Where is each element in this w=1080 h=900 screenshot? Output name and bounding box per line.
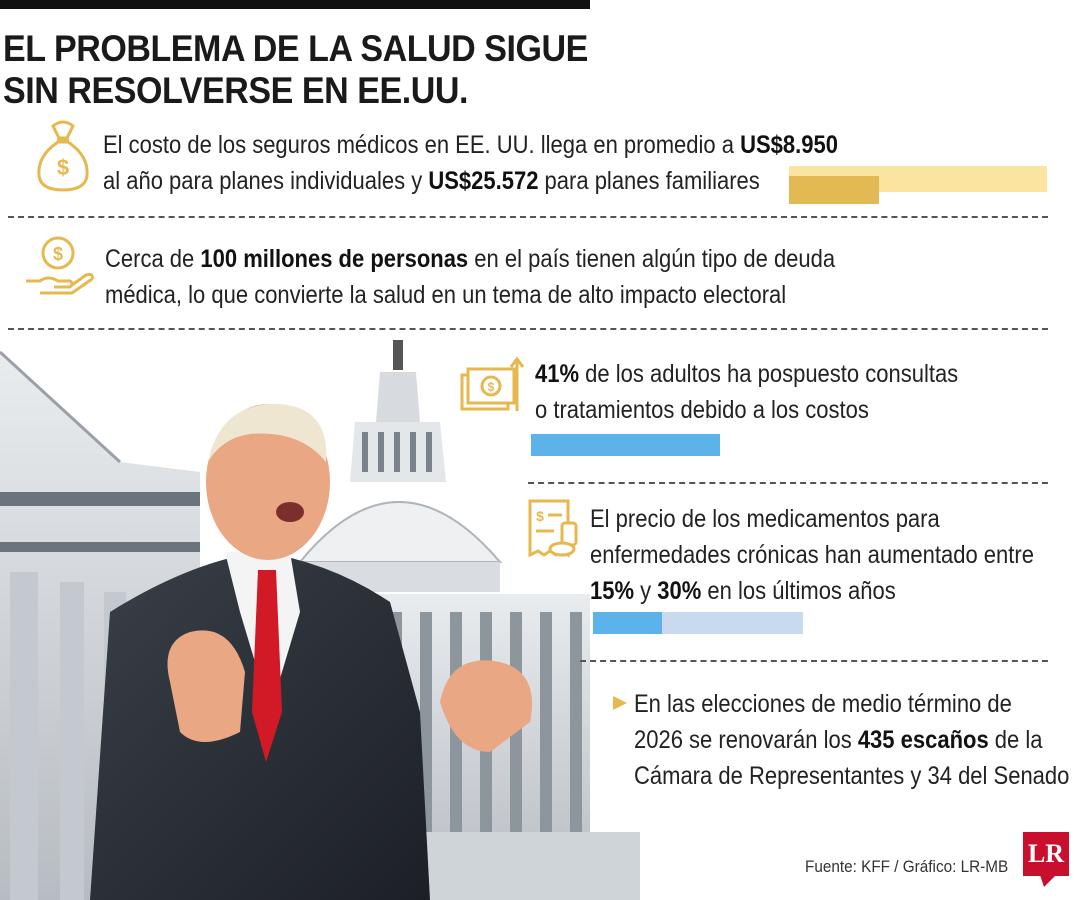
postponed-care-percent: 41% xyxy=(535,360,580,388)
money-bag-icon: $ xyxy=(37,120,89,192)
cash-rising-icon: $ xyxy=(460,356,525,411)
item5-line3: Cámara de Representantes y 34 del Senado xyxy=(634,762,1070,790)
item4-line2: enfermedades crónicas han aumentado entr… xyxy=(590,541,1034,569)
item3-line1: 41% de los adultos ha pospuesto consulta… xyxy=(535,356,958,392)
item1-line2-end: para planes familiares xyxy=(538,167,760,195)
item2-line1-end: en el país tienen algún tipo de deuda xyxy=(468,245,836,273)
logo-tail-icon xyxy=(1040,875,1056,887)
svg-text:$: $ xyxy=(53,244,63,264)
debt-people-value: 100 millones de personas xyxy=(200,245,469,273)
individual-cost-bar xyxy=(789,176,880,204)
postponed-care-bar xyxy=(531,434,720,456)
lr-logo: LR xyxy=(1023,832,1069,876)
price-increase-low: 15% xyxy=(590,577,635,605)
item5-line1: En las elecciones de medio término de xyxy=(634,690,1012,718)
source-credit: Fuente: KFF / Gráfico: LR-MB xyxy=(805,857,1009,876)
item1-line1: El costo de los seguros médicos en EE. U… xyxy=(103,127,838,163)
top-rule xyxy=(0,0,590,9)
item4-line3: 15% y 30% en los últimos años xyxy=(590,573,896,609)
capitol-speaker-photo xyxy=(0,340,640,900)
item3-line2: o tratamientos debido a los costos xyxy=(535,396,869,424)
divider-4 xyxy=(580,660,1048,662)
svg-text:$: $ xyxy=(536,508,544,524)
item5-line2-end: de la xyxy=(988,726,1043,754)
price-increase-high: 30% xyxy=(657,577,702,605)
title-line-1: EL PROBLEMA DE LA SALUD SIGUE xyxy=(3,28,588,69)
item2-line1: Cerca de 100 millones de personas en el … xyxy=(105,241,835,277)
title-line-2: SIN RESOLVERSE EN EE.UU. xyxy=(3,70,468,111)
divider-2 xyxy=(8,328,1048,330)
item4-line3-mid: y xyxy=(634,577,658,605)
triangle-bullet-icon xyxy=(613,696,627,710)
price-increase-low-bar xyxy=(593,612,662,634)
svg-text:$: $ xyxy=(488,380,495,394)
divider-1 xyxy=(8,216,1048,218)
item5-line2-start: 2026 se renovarán los xyxy=(634,726,858,754)
item4-line3-end: en los últimos años xyxy=(701,577,896,605)
individual-cost-value: US$8.950 xyxy=(740,131,838,159)
family-cost-value: US$25.572 xyxy=(428,167,539,195)
seats-value: 435 escaños xyxy=(857,726,989,754)
hand-coin-icon: $ xyxy=(26,236,94,295)
page-title: EL PROBLEMA DE LA SALUD SIGUE SIN RESOLV… xyxy=(3,28,588,112)
item5-line2: 2026 se renovarán los 435 escaños de la xyxy=(634,722,1043,758)
item4-line1: El precio de los medicamentos para xyxy=(590,505,940,533)
svg-text:$: $ xyxy=(57,155,69,180)
prescription-icon: $ xyxy=(528,499,578,558)
item2-line2: médica, lo que convierte la salud en un … xyxy=(105,281,787,309)
item3-line1-end: de los adultos ha pospuesto consultas xyxy=(579,360,959,388)
item2-line1-start: Cerca de xyxy=(105,245,201,273)
item1-line2: al año para planes individuales y US$25.… xyxy=(103,163,760,199)
item1-line1-text: El costo de los seguros médicos en EE. U… xyxy=(103,131,741,159)
divider-3 xyxy=(528,482,1048,484)
item1-line2-text: al año para planes individuales y xyxy=(103,167,429,195)
